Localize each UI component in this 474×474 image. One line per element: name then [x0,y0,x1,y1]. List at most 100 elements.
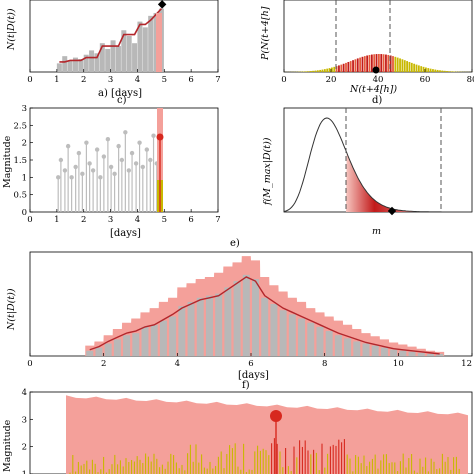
panel-e-bar [104,343,112,356]
panel-b-bar [349,61,352,72]
panel-f-ylabel: Magnitude [2,419,13,472]
panel-e-bar [95,347,103,356]
panel-b-bar [316,70,319,72]
panel-e-bar [132,333,140,356]
panel-a-bar [121,30,127,73]
panel-c-point [62,168,68,173]
panel-a-bar [126,36,132,72]
panel-c-point [123,130,128,135]
panel-b-bar [368,54,371,72]
panel-c-point [116,143,121,149]
panel-e-bar [334,335,342,356]
panel-c-point [144,147,150,152]
panel-c-tick-label: 1 [54,215,59,225]
panel-c-tick-label: 2 [81,215,86,225]
panel-b-tick-label: 0 [281,75,286,85]
panel-d-marker [387,206,397,216]
panel-b-bar [307,71,310,72]
panel-b-bar [420,66,423,72]
panel-b-bar [312,70,314,72]
panel-c-point [65,143,71,149]
panel-e-bar [159,320,167,356]
panel-a-highlight-bar [156,13,162,72]
panel-e-bar [270,304,278,356]
panel-e-bar [380,347,388,356]
panel-c-point [101,154,107,159]
panel-c-point [98,175,103,180]
panel-c-ytick-label: 3 [22,104,27,114]
panel-a-bar [89,50,95,72]
panel-b-tick-label: 40 [373,75,384,85]
panel-e-bar [123,335,131,356]
panel-b-tick-label: 20 [326,75,337,85]
panel-b-bar [434,69,437,72]
panel-e-bar [252,279,259,356]
panel-b-bar [366,55,369,72]
panel-d-pdf-curve [283,117,472,213]
panel-c-tick-label: 5 [162,215,167,225]
panel-b-bar [347,61,350,72]
panel-d-frame [283,107,473,213]
panel-f-ytick-label: 4 [22,388,27,398]
panel-e-bar [344,338,352,356]
panel-c-y-ticks: 0 0.5 1 1.5 2 2.5 3 [13,104,33,218]
panel-e-bar [353,341,361,356]
panel-e-tick-label: 10 [393,359,404,369]
panel-b-bar [305,71,307,72]
panel-b-bar [443,70,446,72]
panel-e-bar [150,324,158,356]
panel-a-trend-line [59,8,162,63]
panel-f-highlight-point [270,410,282,422]
panel-b-bar [441,70,444,72]
panel-c-ytick-label: 1.5 [13,156,27,166]
panel-c-ytick-label: 0 [22,208,27,218]
panel-e-xlabel: [days] [238,370,269,381]
panel-a-tick-label: 4 [135,75,140,85]
panel-a-bars [56,8,164,73]
panel-b-bar [408,61,411,72]
panel-c-tick-label: 4 [135,215,140,225]
panel-a-bar [94,53,100,72]
panel-d-xlabel: m [372,226,381,237]
panel-e: 0 2 4 6 8 10 12 N(t|D(t)) [days] f) [6,251,473,391]
panel-f-stems [69,438,460,474]
panel-a-tick-label: 1 [54,75,59,85]
panel-b-x-ticks: 0 20 40 60 80 [281,69,474,85]
panel-c-ytick-label: 2.5 [13,121,27,131]
panel-b-label: d) [372,95,382,106]
panel-b-bar [410,62,413,72]
panel-e-bar [169,316,177,356]
panel-e-bar [325,331,333,356]
panel-a-bar [83,54,89,72]
panel-a-tick-label: 0 [27,75,32,85]
panel-c-tick-label: 6 [188,215,193,225]
panel-c-point [69,175,74,180]
panel-e-bar [233,281,241,356]
panel-d-ylabel: f(M_max|D(t)) [262,137,273,206]
panel-b-bar [422,66,425,72]
panel-d: f(M_max|D(t)) m e) [230,107,473,249]
panel-e-bar [408,351,416,356]
panel-b-bar [375,54,378,72]
panel-b-bar [448,71,451,72]
panel-c-point [151,133,156,138]
panel-e-x-ticks: 0 2 4 6 8 10 12 [27,353,473,369]
panel-e-bar [86,350,94,356]
panel-c-point [148,157,153,163]
panel-b-bar [302,71,305,72]
panel-f-ytick-label: 1 [22,470,27,474]
panel-b-bar [335,66,338,72]
panel-e-bar [399,350,407,356]
panel-c-point [119,157,125,163]
panel-c-tick-label: 0 [27,215,32,225]
panel-b-bar [328,68,331,72]
panel-c-point [87,161,92,166]
panel-b-bar [370,54,373,72]
panel-a-bar [56,63,62,72]
panel-c-point [105,137,111,142]
panel-b-bar [323,69,326,72]
panel-a-marker-point [157,0,167,9]
panel-e-bar [279,310,287,356]
